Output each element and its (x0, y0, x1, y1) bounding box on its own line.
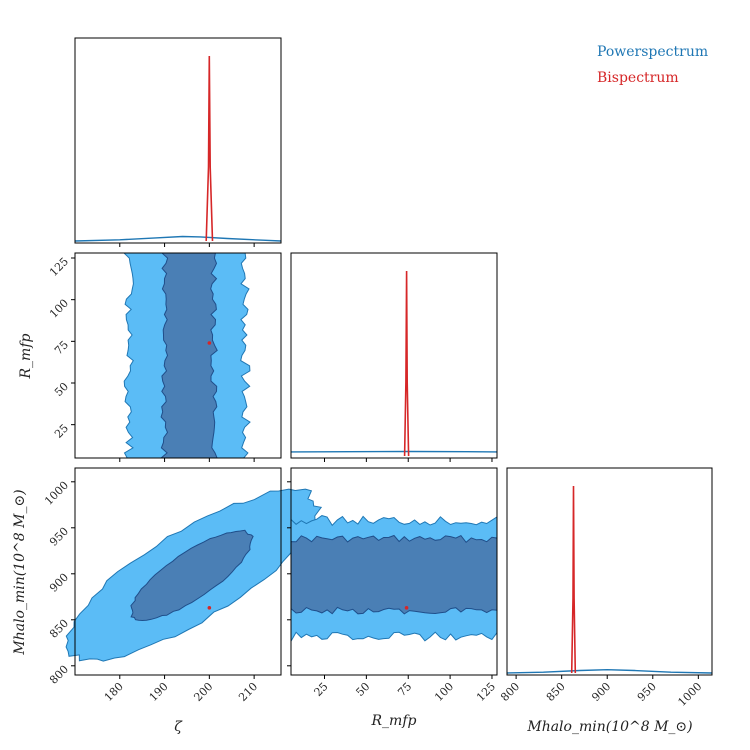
y-tick-label: 800 (47, 663, 71, 687)
y-tick-label: 950 (47, 525, 71, 549)
powerspectrum-marginal-line (74, 235, 282, 242)
x-tick-label: 210 (236, 680, 260, 704)
x-tick-label: 100 (432, 680, 456, 704)
powerspectrum-inner-contour (290, 534, 498, 615)
powerspectrum-marginal-line (506, 668, 713, 674)
panel-rmfp-marginal (290, 252, 498, 462)
panel-frame (290, 252, 498, 459)
powerspectrum-inner-contour (130, 529, 254, 622)
panel-zeta-marginal (74, 37, 282, 247)
panel-frame (74, 37, 282, 244)
y-tick-label: 1000 (42, 479, 71, 508)
x-tick-label: 1000 (675, 680, 704, 709)
y-tick-label: 50 (52, 380, 71, 399)
x-tick-label: 125 (474, 680, 498, 704)
x-tick-label: 850 (544, 680, 568, 704)
y-tick-label: 75 (52, 338, 71, 357)
panel-frame (74, 467, 282, 676)
y-tick-label: 125 (47, 255, 71, 279)
legend-powerspectrum: Powerspectrum (597, 44, 708, 60)
x-tick-label: 200 (191, 680, 215, 704)
legend-bispectrum: Bispectrum (597, 70, 679, 86)
bispectrum-marginal-line (403, 270, 410, 457)
panel-mhalo-marginal: 800 850 900 950 1000 (498, 467, 713, 709)
bispectrum-point (207, 606, 212, 610)
powerspectrum-inner-contour (159, 252, 218, 459)
y-tick-label: 100 (47, 297, 71, 321)
y-axis-label-rmfp: R_mfp (18, 333, 34, 379)
y-tick-label: 25 (52, 422, 71, 441)
x-tick-label: 800 (498, 680, 522, 704)
x-tick-label: 900 (589, 680, 613, 704)
x-tick-label: 950 (635, 680, 659, 704)
x-axis-label-zeta: ζ (174, 719, 183, 735)
x-tick-label: 180 (102, 680, 126, 704)
panel-frame (290, 467, 498, 676)
x-tick-label: 25 (312, 680, 331, 699)
legend: Powerspectrum Bispectrum (597, 44, 708, 86)
bispectrum-point (207, 341, 212, 345)
y-axis-label-mhalo: Mhalo_min(10^8 M_⊙) (12, 489, 28, 655)
panel-rmfp-vs-mhalo: 25 50 75 100 125 (287, 467, 498, 704)
y-tick-label: 900 (47, 571, 71, 595)
bispectrum-point (404, 606, 409, 610)
x-tick-label: 75 (395, 680, 414, 699)
panel-frame (74, 252, 282, 459)
x-tick-label: 50 (353, 680, 372, 699)
x-axis-label-mhalo: Mhalo_min(10^8 M_⊙) (526, 719, 692, 735)
x-axis-label-rmfp: R_mfp (371, 713, 417, 729)
x-tick-label: 190 (147, 680, 171, 704)
panel-zeta-vs-rmfp: 25 50 75 100 125 (47, 252, 282, 462)
panel-frame (506, 467, 713, 676)
bispectrum-marginal-line (205, 55, 214, 242)
bispectrum-marginal-line (570, 485, 577, 674)
